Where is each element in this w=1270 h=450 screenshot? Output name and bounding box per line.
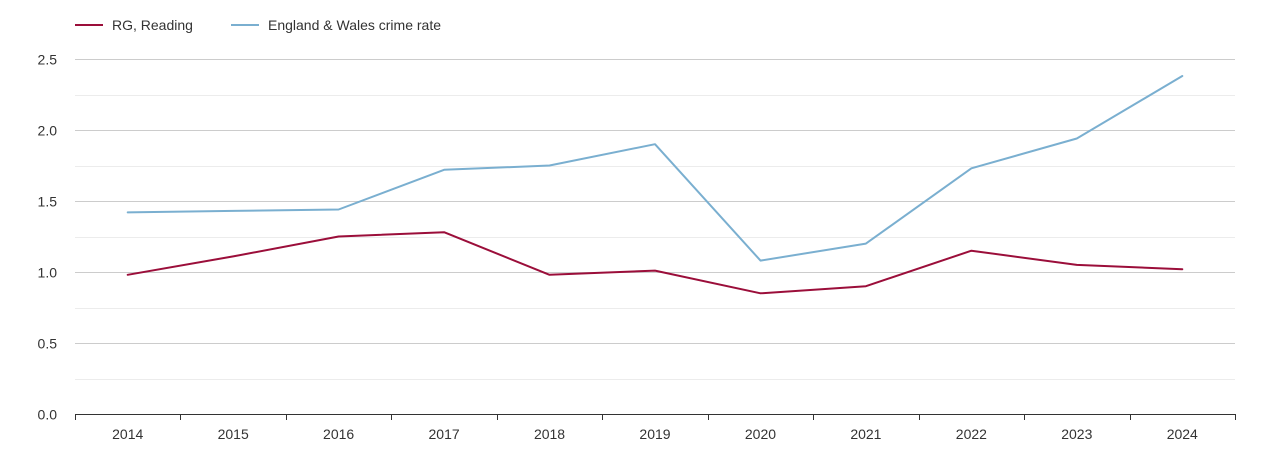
x-tick-label: 2022 xyxy=(956,426,987,442)
legend-label-england-wales: England & Wales crime rate xyxy=(268,17,441,33)
series-line-england-wales[interactable] xyxy=(126,75,1184,262)
y-tick-label: 0.0 xyxy=(38,407,58,423)
x-tick-label: 2024 xyxy=(1167,426,1198,442)
y-tick-label: 1.5 xyxy=(38,194,58,210)
y-tick-label: 2.0 xyxy=(38,123,58,139)
legend: RG, Reading England & Wales crime rate xyxy=(75,17,441,33)
x-tick-label: 2018 xyxy=(534,426,565,442)
y-tick-label: 0.5 xyxy=(38,336,58,352)
x-tick-label: 2020 xyxy=(745,426,776,442)
y-axis: 0.0 0.5 1.0 1.5 2.0 2.5 xyxy=(38,52,58,423)
x-tick-label: 2019 xyxy=(639,426,670,442)
gridlines xyxy=(75,59,1235,380)
x-axis: 2014 2015 2016 2017 2018 2019 2020 2021 2022 2023… xyxy=(75,414,1236,442)
series-line-reading[interactable] xyxy=(126,231,1184,295)
legend-item-reading[interactable]: RG, Reading xyxy=(75,17,193,33)
series-lines xyxy=(126,75,1184,295)
y-tick-label: 2.5 xyxy=(38,52,58,68)
legend-label-reading: RG, Reading xyxy=(112,17,193,33)
x-tick-label: 2021 xyxy=(850,426,881,442)
x-tick-label: 2023 xyxy=(1061,426,1092,442)
x-tick-label: 2016 xyxy=(323,426,354,442)
y-tick-label: 1.0 xyxy=(38,265,58,281)
legend-item-england-wales[interactable]: England & Wales crime rate xyxy=(231,17,441,33)
x-tick-label: 2015 xyxy=(218,426,249,442)
x-tick-label: 2017 xyxy=(429,426,460,442)
x-tick-label: 2014 xyxy=(112,426,143,442)
